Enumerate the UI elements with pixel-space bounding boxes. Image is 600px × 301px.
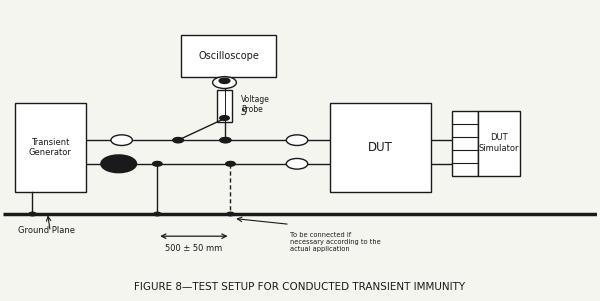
Circle shape [152,161,162,166]
Text: DUT
Simulator: DUT Simulator [479,133,519,153]
Text: S: S [241,107,247,117]
Circle shape [286,159,308,169]
Circle shape [111,135,133,145]
Text: DUT: DUT [368,141,392,154]
Bar [181,35,276,77]
Circle shape [173,138,184,143]
Circle shape [219,78,230,83]
Bar [14,103,86,192]
Circle shape [286,135,308,145]
Bar [478,110,520,175]
Bar [217,90,232,123]
Bar [330,103,431,192]
Circle shape [212,77,236,88]
Text: Oscilloscope: Oscilloscope [198,51,259,61]
Circle shape [154,212,161,216]
Circle shape [220,116,229,120]
Circle shape [220,138,229,142]
Circle shape [29,212,36,216]
Circle shape [226,161,235,166]
Text: 500 ± 50 mm: 500 ± 50 mm [165,244,223,253]
Text: Voltage
Probe: Voltage Probe [241,95,270,114]
Bar [452,110,478,175]
Circle shape [227,212,234,216]
Circle shape [101,155,137,173]
Text: FIGURE 8—TEST SETUP FOR CONDUCTED TRANSIENT IMMUNITY: FIGURE 8—TEST SETUP FOR CONDUCTED TRANSI… [134,282,466,292]
Text: To be connected if
necessary according to the
actual application: To be connected if necessary according t… [290,232,380,252]
Circle shape [220,138,231,143]
Text: Ground Plane: Ground Plane [17,226,74,235]
Text: Transient
Generator: Transient Generator [29,138,72,157]
